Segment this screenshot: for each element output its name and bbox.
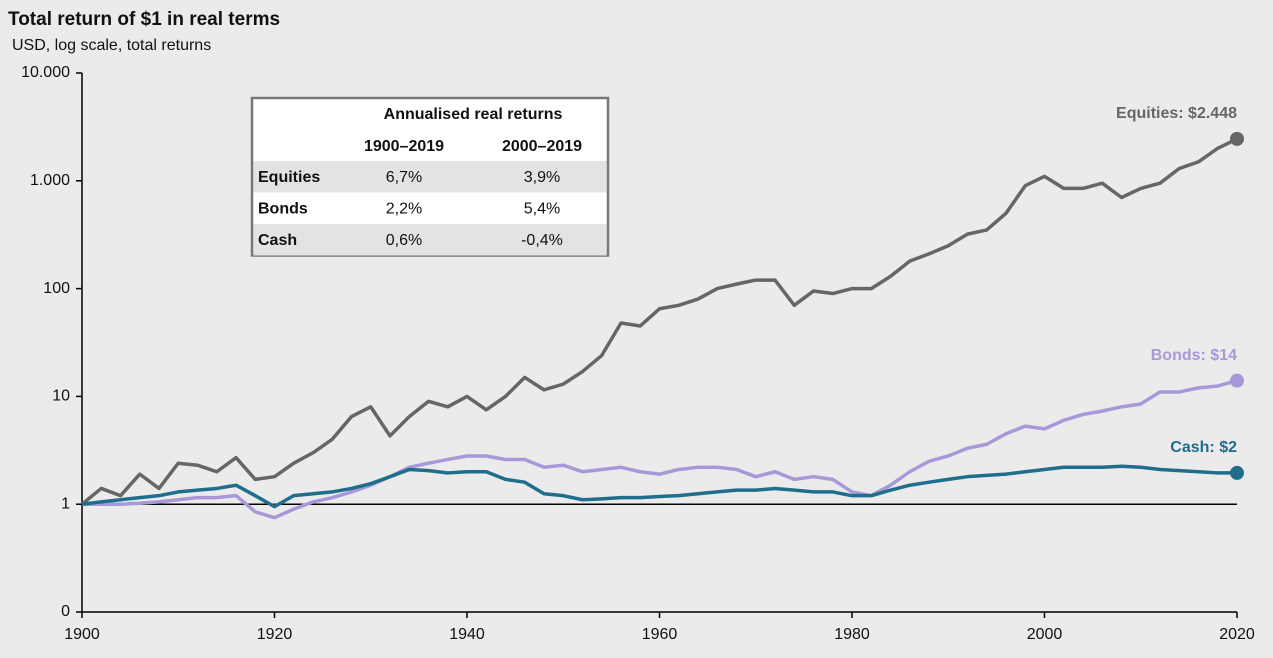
x-tick-label: 1920 bbox=[257, 626, 293, 643]
series-annotation: Cash: $2 bbox=[1170, 439, 1237, 456]
table-row-label: Equities bbox=[258, 169, 320, 186]
x-tick-label: 2020 bbox=[1219, 626, 1255, 643]
series-annotation: Equities: $2.448 bbox=[1116, 105, 1237, 122]
table-cell: 3,9% bbox=[524, 169, 560, 186]
x-tick-label: 1980 bbox=[834, 626, 870, 643]
table-cell: 6,7% bbox=[386, 169, 422, 186]
table-column-header: 1900–2019 bbox=[364, 138, 444, 155]
table-cell: 2,2% bbox=[386, 200, 422, 217]
table-cell: -0,4% bbox=[521, 232, 563, 249]
end-marker bbox=[1230, 373, 1244, 388]
y-tick-label: 1 bbox=[61, 495, 70, 512]
x-tick-label: 1960 bbox=[642, 626, 678, 643]
table-cell: 0,6% bbox=[386, 232, 422, 249]
table-row-label: Bonds bbox=[258, 200, 308, 217]
y-tick-label: 10 bbox=[52, 388, 70, 405]
chart-subtitle: USD, log scale, total returns bbox=[12, 37, 211, 54]
series-line bbox=[81, 464, 1237, 509]
table-cell: 5,4% bbox=[524, 200, 560, 217]
x-tick-label: 2000 bbox=[1027, 626, 1063, 643]
table-row-shade bbox=[253, 224, 607, 256]
y-tick-label: 10.000 bbox=[21, 64, 70, 81]
y-tick-label: 100 bbox=[43, 280, 70, 297]
x-tick-label: 1900 bbox=[64, 626, 100, 643]
table-row-shade bbox=[253, 161, 607, 193]
end-marker bbox=[1230, 465, 1244, 480]
end-marker bbox=[1230, 131, 1244, 146]
table-column-header: 2000–2019 bbox=[502, 138, 582, 155]
series-line bbox=[82, 378, 1238, 520]
table-row-label: Cash bbox=[258, 232, 297, 249]
x-tick-label: 1940 bbox=[449, 626, 485, 643]
chart-title: Total return of $1 in real terms bbox=[8, 9, 280, 30]
series-line bbox=[80, 137, 1238, 506]
y-tick-label: 0 bbox=[61, 603, 70, 620]
series-annotation: Bonds: $14 bbox=[1151, 347, 1237, 364]
y-tick-label: 1.000 bbox=[30, 172, 70, 189]
table-title: Annualised real returns bbox=[384, 106, 563, 123]
